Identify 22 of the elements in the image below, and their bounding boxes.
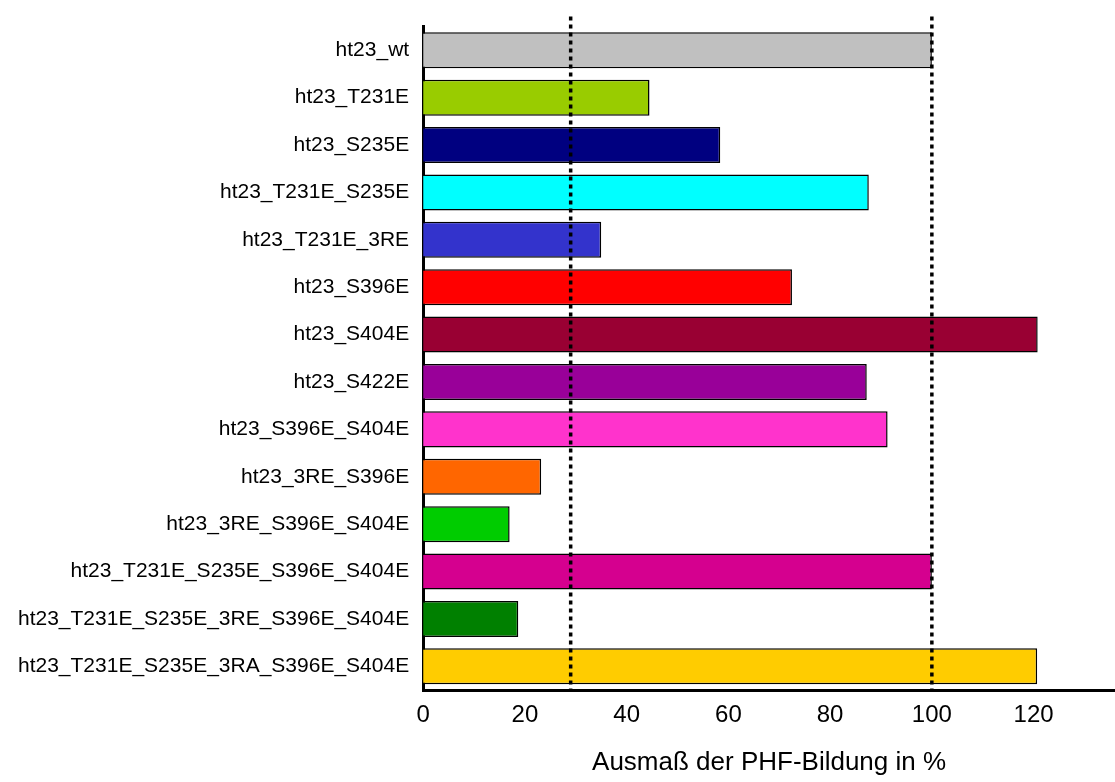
x-tick-label: 20 [511, 700, 539, 728]
y-tick-label: ht23_T231E [294, 84, 410, 109]
y-tick-label: ht23_3RE_S396E_S404E [166, 510, 410, 535]
x-tick-label: 0 [416, 700, 430, 728]
y-tick-label: ht23_S396E_S404E [218, 416, 410, 441]
x-tick-label: 120 [1013, 700, 1054, 728]
y-tick-label: ht23_T231E_S235E_3RA_S396E_S404E [17, 653, 410, 678]
x-tick-label: 40 [613, 700, 640, 728]
x-axis-title: Ausmaß der PHF-Bildung in % [592, 745, 947, 776]
y-tick-label: ht23_S396E [293, 274, 410, 299]
y-tick-label: ht23_S404E [293, 321, 410, 346]
y-tick-label: ht23_S422E [293, 368, 410, 393]
y-tick-label: ht23_wt [335, 37, 410, 62]
x-tick-label: 80 [816, 700, 844, 728]
x-tick-label: 60 [715, 700, 742, 728]
x-tick-label: 100 [911, 700, 952, 728]
y-tick-label: ht23_T231E_S235E_3RE_S396E_S404E [17, 605, 410, 630]
y-tick-label: ht23_T231E_3RE [242, 226, 410, 251]
y-tick-label: ht23_T231E_S235E [219, 179, 410, 204]
y-tick-label: ht23_3RE_S396E [241, 463, 410, 488]
y-tick-label: ht23_S235E [293, 131, 410, 156]
y-tick-label: ht23_T231E_S235E_S396E_S404E [70, 558, 410, 583]
